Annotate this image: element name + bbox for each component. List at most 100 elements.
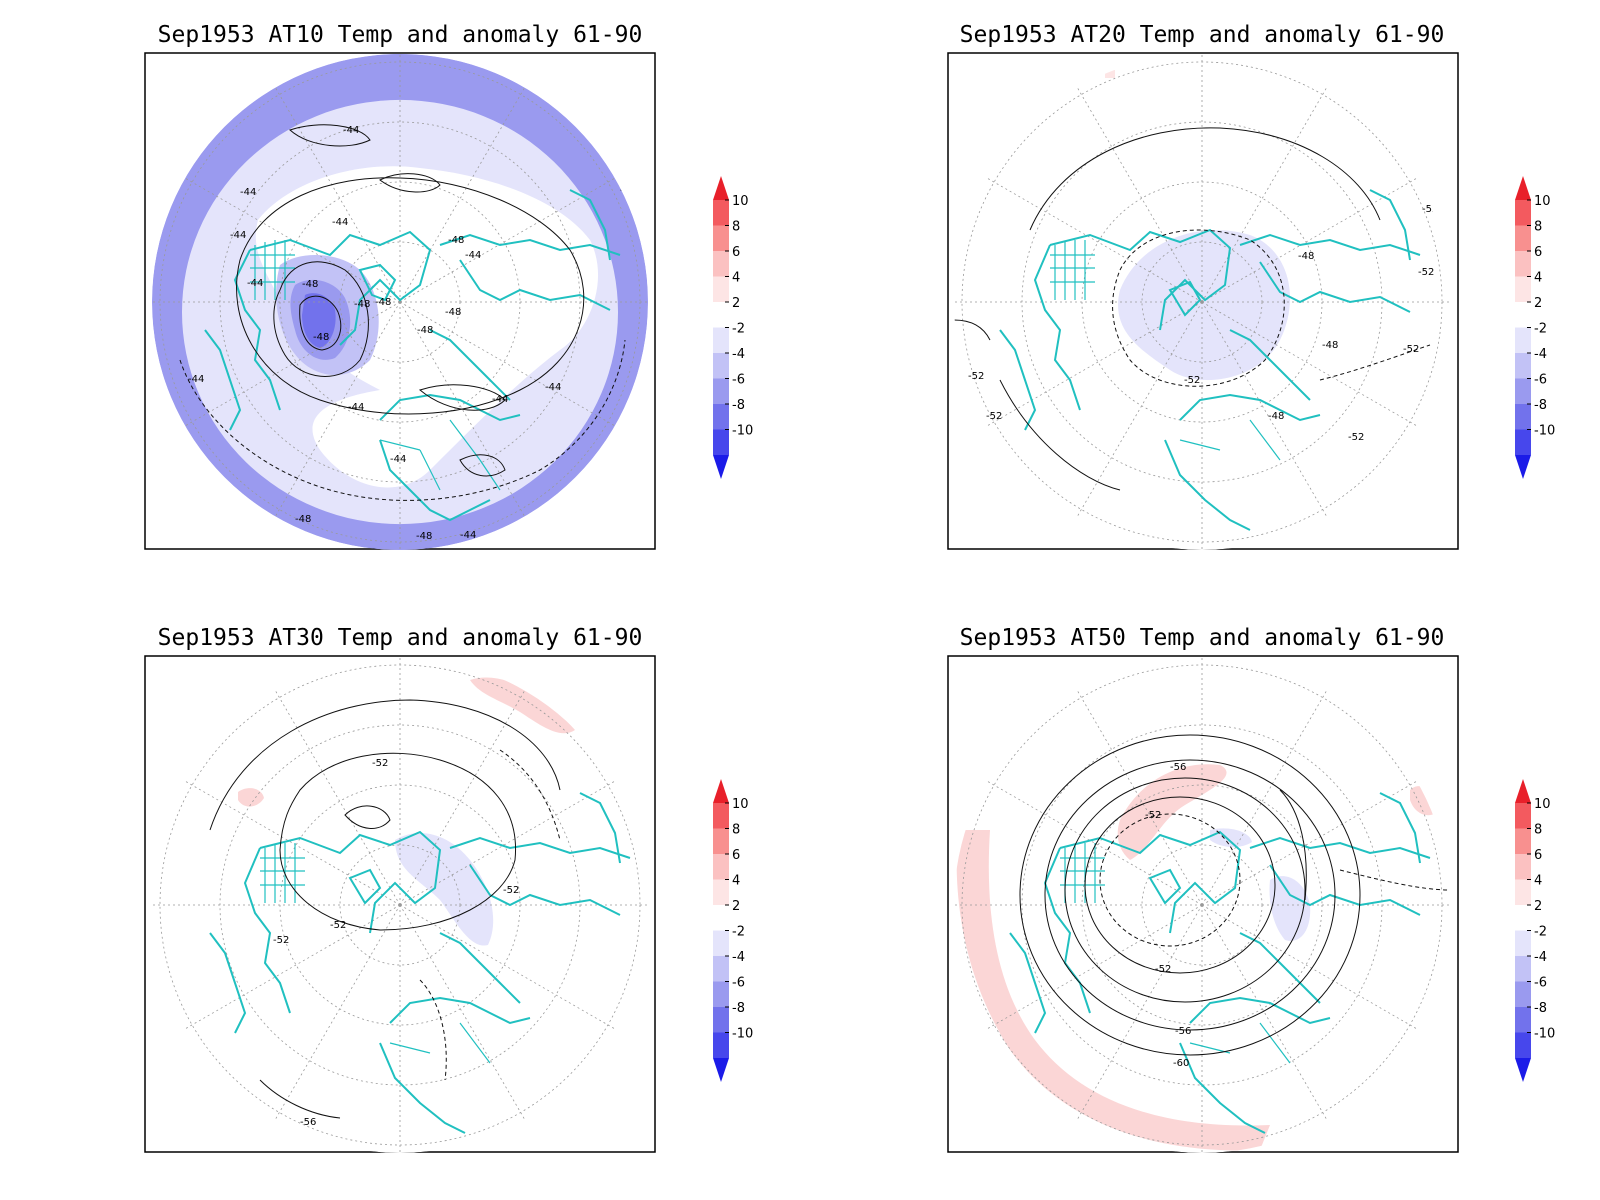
contour-label: -52 <box>273 935 289 946</box>
colorbar-swatch <box>1515 1032 1531 1058</box>
colorbar-label: 6 <box>732 245 740 260</box>
colorbar-label: 2 <box>1534 899 1542 914</box>
contour-label: -44 <box>348 402 364 413</box>
anomaly-shading <box>238 788 264 807</box>
colorbar-arrow-bottom <box>1515 1058 1531 1082</box>
contour-label: -44 <box>465 250 481 261</box>
colorbar-swatch <box>1515 930 1531 956</box>
colorbar-label: -8 <box>1534 1001 1547 1016</box>
anomaly-shading <box>1269 876 1311 941</box>
colorbar-label: 4 <box>732 271 740 286</box>
colorbar-label: 2 <box>1534 296 1542 311</box>
colorbar-label: 6 <box>1534 848 1542 863</box>
colorbar: 10 8 6 4 2 -2 -4 -6 -8 -10 <box>713 779 753 1082</box>
colorbar-label: 6 <box>732 848 740 863</box>
contour-label: -48 <box>295 514 311 525</box>
colorbar-label: -8 <box>1534 398 1547 413</box>
colorbar-label: -2 <box>732 322 745 337</box>
colorbar-arrow-top <box>713 176 729 200</box>
colorbar-label: -10 <box>732 424 753 439</box>
contour-label: -56 <box>300 1117 316 1128</box>
colorbar-label: 8 <box>732 823 740 838</box>
colorbar-label: -6 <box>1534 976 1547 991</box>
contour-label-group: -52 -52 -52 -52 -56 <box>273 758 519 1128</box>
contour-label: -52 <box>372 758 388 769</box>
anomaly-shading <box>470 677 575 734</box>
colorbar-label: 4 <box>1534 271 1542 286</box>
colorbar-label: 10 <box>732 194 749 209</box>
colorbar-swatch <box>1515 828 1531 854</box>
contour-label: -56 <box>1170 762 1186 773</box>
colorbar-swatch <box>1515 404 1531 430</box>
contour-label: -56 <box>1175 1026 1191 1037</box>
colorbar-swatch <box>1515 225 1531 251</box>
political-borders <box>260 843 491 1064</box>
contour-label: -48 <box>302 279 318 290</box>
panel-at20: Sep1953 AT20 Temp and anomaly 61-90 <box>947 22 1459 550</box>
colorbar-swatch <box>713 854 729 880</box>
coastlines <box>999 189 1421 531</box>
contour-label: -52 <box>968 371 984 382</box>
contour-label: -52 <box>1348 432 1364 443</box>
colorbar-swatch <box>713 1032 729 1058</box>
contour-label: -44 <box>240 187 256 198</box>
panel-at10: Sep1953 AT10 Temp and anomaly 61-90 <box>144 22 656 550</box>
colorbar-swatch <box>713 200 729 226</box>
coastlines <box>1009 792 1431 1134</box>
contour-label-group: -52 -52 -52 -52 -52 -52 -52 -48 -48 -48 <box>968 204 1438 443</box>
colorbar-swatch <box>713 981 729 1007</box>
colorbar: 10 8 6 4 2 -2 -4 -6 -8 -10 <box>713 176 753 479</box>
colorbar-swatch <box>1515 879 1531 905</box>
temperature-contours <box>209 699 561 1119</box>
colorbar-label: -6 <box>732 976 745 991</box>
lon-grid <box>954 657 1450 1153</box>
map-disc: -52 -52 -52 -52 -56 <box>152 657 648 1153</box>
contour-label: -52 <box>1145 810 1161 821</box>
contour-label: -44 <box>460 530 476 541</box>
colorbar-swatch <box>1515 378 1531 404</box>
contour-label: -44 <box>545 382 561 393</box>
temperature-contours <box>1019 734 1450 1056</box>
panel-title: Sep1953 AT50 Temp and anomaly 61-90 <box>960 625 1445 651</box>
colorbar-swatch <box>713 956 729 982</box>
colorbar-swatch <box>713 327 729 353</box>
colorbar-swatch <box>713 302 729 328</box>
colorbar-label: -8 <box>732 1001 745 1016</box>
colorbar-arrow-bottom <box>1515 455 1531 479</box>
lon-grid <box>954 54 1450 550</box>
contour-label: -44 <box>247 278 263 289</box>
colorbar-label: 8 <box>732 220 740 235</box>
colorbar-label: -2 <box>1534 925 1547 940</box>
political-borders <box>250 240 501 491</box>
map-disc: -52 -52 -52 -52 -52 -52 -52 -48 -48 -48 <box>954 54 1450 550</box>
contour-label: -48 <box>313 332 329 343</box>
colorbar-label: -10 <box>1534 424 1555 439</box>
temperature-contours <box>954 127 1431 491</box>
contour-label: -44 <box>332 217 348 228</box>
colorbar-label: -2 <box>1534 322 1547 337</box>
colorbar-swatch <box>1515 327 1531 353</box>
colorbar-swatch <box>713 828 729 854</box>
colorbar-label: 8 <box>1534 220 1542 235</box>
colorbar-label: -6 <box>1534 373 1547 388</box>
colorbar-label: 10 <box>732 797 749 812</box>
colorbar-label: 4 <box>732 874 740 889</box>
anomaly-shading <box>255 166 599 488</box>
political-borders <box>1050 240 1281 461</box>
colorbar-label: 2 <box>732 899 740 914</box>
panel-at30: Sep1953 AT30 Temp and anomaly 61-90 <box>144 625 656 1153</box>
colorbar-swatch <box>1515 905 1531 931</box>
contour-label: -48 <box>416 531 432 542</box>
colorbar-arrow-top <box>1515 779 1531 803</box>
contour-label: -52 <box>986 411 1002 422</box>
colorbar-label: -4 <box>732 950 745 965</box>
colorbar-swatch <box>1515 276 1531 302</box>
colorbar-label: 6 <box>1534 245 1542 260</box>
contour-label: -44 <box>492 394 508 405</box>
colorbar-swatch <box>713 905 729 931</box>
colorbar: 10 8 6 4 2 -2 -4 -6 -8 -10 <box>1515 779 1555 1082</box>
colorbar-label: -2 <box>732 925 745 940</box>
colorbar-label: -4 <box>1534 950 1547 965</box>
colorbar-swatch <box>1515 803 1531 829</box>
coastlines <box>209 792 631 1134</box>
